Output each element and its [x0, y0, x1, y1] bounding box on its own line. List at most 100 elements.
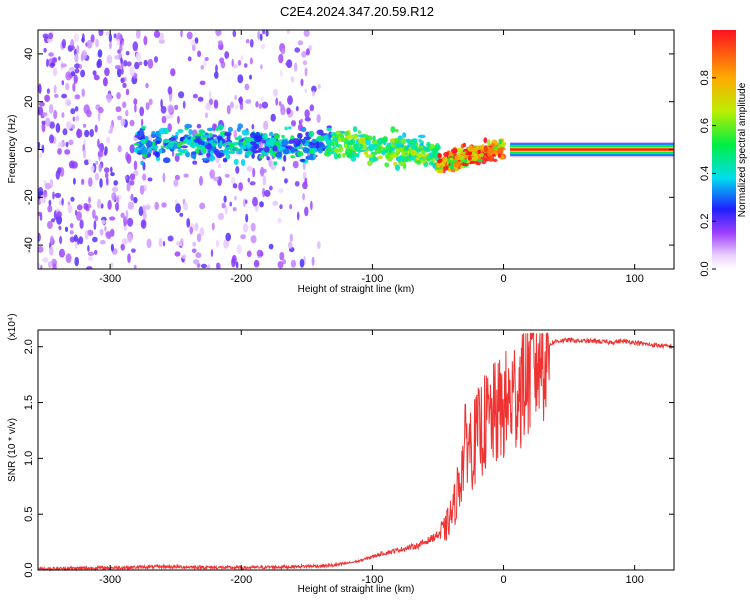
spectrogram-cell-1567 — [448, 167, 451, 172]
spectrogram-cell-307 — [48, 52, 54, 57]
spectrogram-cell-426 — [48, 199, 52, 206]
spectrogram-cell-1267 — [275, 151, 283, 158]
spectrogram-cell-468 — [65, 253, 72, 264]
spectrogram-cell-304 — [217, 212, 224, 220]
spectrogram-cell-59 — [249, 57, 253, 65]
spectrogram-cell-1318 — [377, 145, 382, 150]
spectrogram-cell-485 — [300, 118, 304, 124]
spec-xticks-label-4: 100 — [625, 273, 643, 285]
spectrogram-cell-586 — [56, 211, 62, 218]
spectrogram-cell-1166 — [389, 147, 393, 153]
spectrogram-band-5 — [510, 148, 674, 151]
spectrogram-cell-170 — [87, 256, 94, 261]
spectrogram-cell-423 — [296, 211, 300, 221]
spectrogram-cell-494 — [49, 134, 54, 144]
spectrogram-cell-406 — [182, 100, 186, 109]
colorbar-tick-label-4: 0.8 — [699, 70, 711, 85]
snr-line — [37, 332, 675, 572]
spectrogram-cell-131 — [50, 218, 56, 223]
spectrogram-cell-142 — [143, 59, 148, 67]
spectrogram-cell-585 — [48, 32, 54, 40]
spectrogram-cell-623 — [46, 58, 49, 68]
spectrogram-cell-226 — [53, 84, 57, 94]
spectrogram-cell-605 — [88, 159, 91, 164]
spectrogram-cell-847 — [363, 150, 369, 156]
spectrogram-cell-760 — [175, 131, 179, 137]
spectrogram-cell-593 — [117, 145, 122, 153]
spectrogram-cell-159 — [59, 236, 63, 244]
spectrogram-cell-527 — [255, 101, 259, 108]
spectrogram-cell-1152 — [390, 153, 398, 159]
spectrogram-cell-518 — [49, 246, 54, 256]
spectrogram-cell-193 — [120, 77, 125, 84]
spectrogram-cell-954 — [233, 158, 239, 165]
spectrogram-cell-447 — [154, 201, 159, 211]
spectrogram-cell-1062 — [184, 123, 193, 129]
spectrogram-cell-429 — [64, 226, 69, 232]
spectrogram-cell-1313 — [349, 138, 356, 145]
spectrogram-cell-617 — [44, 182, 52, 190]
spectrogram-cell-1327 — [292, 138, 300, 144]
spectrogram-cell-1303 — [345, 148, 353, 156]
spectrogram-cell-589 — [232, 207, 237, 212]
spectrogram-cell-1279 — [394, 164, 401, 171]
spectrogram-cell-1192 — [181, 145, 188, 149]
spectrogram-cell-1546 — [487, 155, 495, 162]
spectrogram-cell-957 — [283, 148, 290, 155]
spectrogram-cell-609 — [92, 70, 97, 76]
spectrogram-cell-541 — [262, 30, 266, 35]
spectrogram-cell-1095 — [158, 148, 163, 154]
spec-xticks-label-0: -300 — [99, 273, 121, 285]
snr-y-label: SNR (10 * v/v) — [7, 418, 18, 482]
spectrogram-cell-1272 — [337, 136, 341, 143]
spectrogram-cell-497 — [174, 104, 179, 110]
spectrogram-cell-1101 — [421, 160, 426, 164]
spectrogram-cell-1562 — [498, 139, 503, 145]
spectrogram-cell-590 — [147, 177, 153, 182]
spectrogram-cell-1218 — [345, 134, 354, 139]
spectrogram-cell-1583 — [477, 149, 481, 154]
spectrogram-cell-280 — [61, 80, 65, 86]
spectrogram-cell-322 — [127, 201, 134, 210]
spectrogram-cell-12 — [291, 120, 296, 127]
spectrogram-cell-1466 — [437, 169, 444, 174]
spectrogram-cell-21 — [262, 187, 266, 198]
spectrogram-cell-278 — [67, 204, 73, 214]
spectrogram-cell-208 — [194, 37, 199, 44]
spectrogram-cell-1590 — [450, 163, 454, 170]
spectrogram-cell-346 — [61, 112, 65, 118]
spectrogram-cell-290 — [147, 58, 154, 69]
spectrogram-cell-611 — [232, 183, 238, 189]
spectrogram-cell-185 — [87, 229, 94, 236]
spectrogram-cell-164 — [77, 128, 80, 138]
spectrogram-cell-1179 — [202, 134, 209, 139]
spectrogram-cell-157 — [125, 51, 130, 56]
spec-xticks-label-1: -200 — [230, 273, 252, 285]
spectrogram-cell-347 — [110, 243, 114, 252]
spectrogram-cell-224 — [300, 78, 304, 87]
spectrogram-cell-252 — [194, 222, 199, 232]
spectrogram-cell-634 — [61, 142, 66, 147]
spectrogram-cell-1289 — [273, 161, 278, 166]
spectrogram-cell-1201 — [273, 133, 280, 140]
spectrogram-cell-535 — [76, 211, 82, 221]
spectrogram-cell-135 — [95, 38, 99, 48]
spectrogram-cell-487 — [58, 225, 62, 231]
spectrogram-cell-582 — [50, 62, 56, 67]
spectrogram-cell-988 — [382, 136, 389, 143]
spectrogram-cell-152 — [199, 175, 203, 186]
spectrogram-cell-1585 — [437, 152, 442, 159]
spectrogram-cell-362 — [167, 104, 174, 114]
spectrogram-cell-604 — [46, 88, 51, 94]
spectrogram-cell-930 — [290, 155, 296, 159]
snr-yticks-label-4: 2.0 — [23, 339, 35, 354]
spectrogram-cell-354 — [65, 71, 72, 81]
spectrogram-cell-122 — [58, 56, 61, 61]
spectrogram-cell-329 — [73, 177, 76, 185]
spectrogram-cell-1461 — [443, 151, 450, 157]
spectrogram-cell-532 — [57, 167, 62, 174]
spectrogram-cell-1203 — [225, 154, 231, 160]
spectrogram-cell-145 — [258, 103, 262, 109]
spectrogram-cell-407 — [86, 109, 92, 118]
colorbar-gradient — [712, 30, 736, 269]
